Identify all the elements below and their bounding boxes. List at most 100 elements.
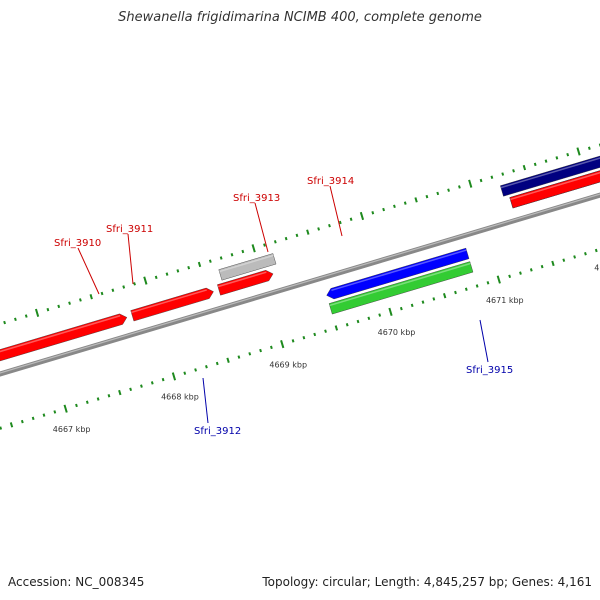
reverse-tick — [345, 323, 349, 327]
reverse-tick — [259, 348, 262, 353]
gene-label-leader — [127, 233, 134, 285]
forward-tick — [414, 197, 418, 203]
forward-tick — [197, 261, 202, 268]
forward-tick — [501, 172, 505, 176]
forward-tick — [328, 223, 331, 228]
reverse-tick — [194, 368, 197, 372]
scale-label: 4672 kbp — [594, 264, 600, 273]
scale-label: 4668 kbp — [161, 393, 199, 402]
gene-feature-shine — [219, 254, 274, 273]
reverse-tick — [464, 287, 468, 291]
forward-tick — [306, 229, 310, 235]
forward-tick — [79, 298, 82, 302]
reverse-tick — [215, 361, 219, 366]
reverse-tick — [508, 274, 512, 279]
reverse-tick — [140, 384, 143, 388]
forward-tick — [447, 188, 450, 192]
reverse-tick — [237, 355, 241, 359]
gene-label[interactable]: Sfri_3912 — [194, 426, 241, 437]
reverse-tick — [118, 389, 122, 396]
forward-tick — [522, 164, 527, 171]
forward-tick — [251, 244, 256, 253]
forward-tick — [208, 259, 212, 263]
reverse-tick — [161, 377, 165, 382]
map-title: Shewanella frigidimarina NCIMB 400, comp… — [118, 10, 482, 25]
forward-tick — [68, 301, 71, 305]
scale-label: 4670 kbp — [378, 328, 416, 337]
forward-tick — [458, 185, 461, 189]
reverse-tick — [313, 332, 317, 337]
reverse-tick — [150, 381, 154, 385]
gene-feature[interactable] — [0, 313, 128, 373]
reverse-tick — [248, 352, 252, 356]
gene-label[interactable]: Sfri_3911 — [106, 224, 153, 235]
forward-tick — [436, 191, 440, 196]
forward-tick — [263, 243, 266, 247]
forward-tick — [24, 314, 28, 318]
reverse-tick — [356, 319, 360, 324]
forward-tick — [566, 152, 570, 157]
reverse-tick — [562, 258, 566, 262]
gene-feature[interactable] — [328, 261, 474, 315]
forward-tick — [111, 288, 115, 292]
forward-tick — [3, 320, 6, 325]
forward-tick — [468, 179, 473, 188]
forward-tick-track — [3, 143, 600, 325]
gene-feature[interactable] — [326, 247, 470, 300]
reverse-tick — [324, 329, 327, 333]
gene-feature[interactable] — [218, 253, 277, 281]
forward-tick — [371, 211, 375, 215]
forward-tick — [230, 253, 234, 257]
forward-tick — [57, 304, 61, 309]
forward-tick — [587, 146, 591, 150]
gene-label[interactable]: Sfri_3915 — [466, 365, 513, 376]
gene-feature[interactable] — [509, 152, 600, 209]
reverse-tick — [171, 372, 177, 381]
reverse-tick — [53, 410, 57, 414]
forward-tick — [89, 294, 93, 300]
reverse-tick — [475, 284, 479, 288]
forward-tick — [317, 227, 321, 231]
gene-feature-shine — [329, 262, 471, 307]
genome-backbone — [0, 192, 600, 377]
reverse-tick — [20, 419, 24, 424]
reverse-tick — [280, 340, 285, 349]
backbone-highlight — [0, 193, 600, 374]
reverse-tick — [270, 345, 273, 350]
genome-stats: Topology: circular; Length: 4,845,257 bp… — [262, 575, 592, 589]
gene-label-leader — [77, 247, 100, 295]
gene-feature[interactable] — [217, 270, 274, 296]
forward-tick — [143, 276, 148, 285]
reverse-tick — [129, 387, 133, 392]
scale-label: 4669 kbp — [269, 360, 307, 369]
gene-labels: Sfri_3910 Sfri_3911 Sfri_3913 Sfri_3914 Sfri… — [54, 176, 513, 437]
gene-label-leader — [202, 377, 209, 424]
reverse-tick — [226, 357, 230, 363]
gene-label[interactable]: Sfri_3913 — [233, 193, 280, 204]
forward-tick — [46, 307, 50, 312]
reverse-tick — [584, 252, 587, 256]
forward-tick — [34, 308, 40, 317]
gene-feature-shine — [131, 289, 207, 314]
gene-feature[interactable] — [130, 287, 214, 322]
forward-tick — [425, 194, 429, 199]
gene-label[interactable]: Sfri_3914 — [307, 176, 354, 187]
reverse-tick — [594, 248, 598, 253]
gene-feature-shine — [331, 249, 467, 292]
reverse-tick — [9, 422, 14, 428]
reverse-tick — [334, 325, 339, 331]
forward-tick — [241, 249, 245, 254]
gene-label-leader — [329, 185, 343, 237]
gene-label-leader — [254, 202, 269, 253]
reverse-tick — [63, 404, 68, 413]
reverse-tick — [421, 300, 425, 304]
forward-tick — [273, 240, 277, 244]
forward-tick — [359, 211, 365, 221]
gene-feature[interactable] — [500, 141, 600, 197]
reverse-tick — [302, 335, 306, 340]
gene-label[interactable]: Sfri_3910 — [54, 238, 101, 249]
forward-tick — [382, 207, 385, 212]
reverse-tick — [96, 397, 100, 401]
gene-feature-shine — [510, 171, 600, 201]
